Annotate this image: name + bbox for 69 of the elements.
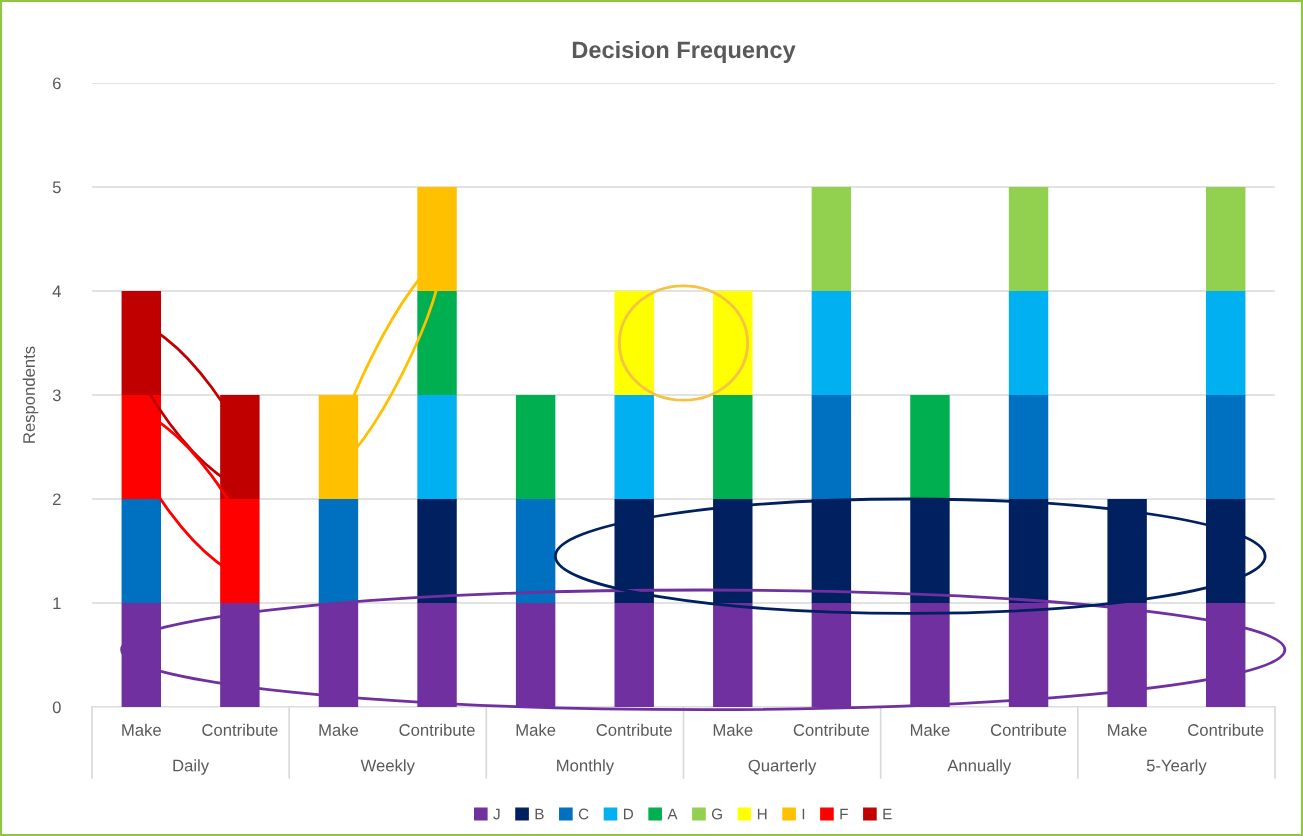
bar — [1205, 603, 1246, 707]
text: 5-Yearly — [1146, 759, 1207, 775]
y-tick-label: 3 — [52, 389, 61, 402]
bar — [713, 603, 753, 707]
x-tick-label: Contribute — [202, 723, 278, 736]
text: Monthly — [557, 759, 615, 775]
bar — [1205, 187, 1246, 291]
legend-label: F — [840, 808, 848, 820]
x-tick-label: Make — [122, 723, 161, 736]
bar — [417, 291, 457, 395]
bar — [220, 603, 260, 707]
legend-label: G — [711, 808, 722, 820]
x-tick-label: Make — [516, 723, 556, 736]
y-tick-label: 5 — [52, 181, 61, 194]
legend-label: E — [883, 808, 892, 820]
legend-label: B — [535, 808, 544, 820]
chart-title: Decision Frequency — [572, 40, 796, 63]
text: Weekly — [360, 759, 415, 775]
text: Annually — [947, 759, 1012, 775]
y-tick-label: 0 — [52, 701, 61, 714]
bar — [1008, 395, 1049, 499]
bar — [713, 291, 753, 395]
y-tick-label: 2 — [53, 493, 61, 506]
legend-label: C — [578, 808, 589, 820]
x-tick-label: Make — [1108, 723, 1147, 736]
x-tick-label: Make — [319, 723, 359, 736]
x-tick-label: Make — [910, 723, 950, 736]
legend-label: I — [802, 808, 805, 820]
bar — [1008, 187, 1049, 291]
bar — [811, 291, 852, 395]
bar — [614, 291, 654, 395]
y-tick-label: 1 — [53, 597, 61, 610]
bar — [811, 187, 852, 291]
bar — [910, 603, 950, 707]
text: Daily — [173, 759, 210, 775]
bar — [614, 603, 654, 707]
x-tick-label: Contribute — [793, 723, 870, 736]
y-tick-label: 4 — [52, 285, 61, 298]
bar — [1205, 291, 1246, 395]
bar — [713, 395, 753, 499]
bar — [811, 603, 852, 707]
legend-label: D — [623, 808, 634, 820]
bar — [1008, 291, 1049, 395]
bar — [515, 499, 556, 603]
bar — [417, 603, 457, 707]
legend-label: H — [757, 808, 767, 820]
bar — [417, 395, 457, 499]
text: Quarterly — [748, 759, 817, 775]
bar — [515, 395, 556, 499]
bar — [910, 395, 950, 499]
x-tick-label: Contribute — [990, 723, 1067, 736]
x-tick-label: Contribute — [399, 723, 475, 736]
bar — [318, 603, 359, 707]
x-tick-label: Contribute — [1188, 723, 1264, 736]
bar — [811, 395, 852, 499]
bar — [614, 395, 654, 499]
y-tick-label: 6 — [53, 77, 61, 90]
bar — [515, 603, 556, 707]
bar — [1008, 603, 1049, 707]
bar — [1205, 395, 1246, 499]
bar — [318, 499, 359, 603]
x-tick-label: Contribute — [596, 723, 672, 736]
bar — [417, 499, 457, 603]
y-axis-title: Respondents — [22, 346, 39, 443]
legend-label: A — [667, 808, 678, 820]
legend-label: J — [493, 808, 500, 820]
bar — [1107, 603, 1147, 707]
bar — [121, 499, 162, 603]
x-tick-label: Make — [713, 723, 753, 736]
